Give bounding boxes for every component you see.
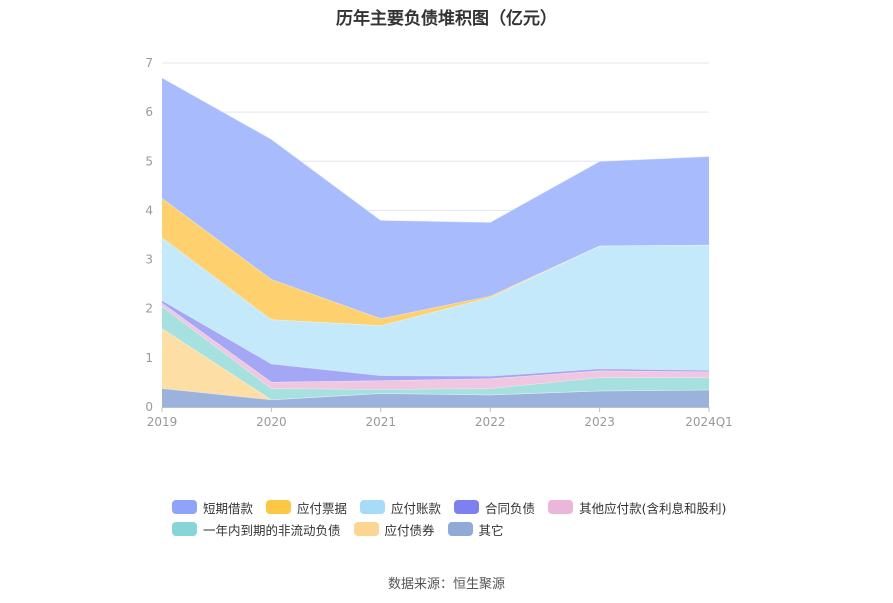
legend-swatch [172, 522, 197, 536]
area-series [161, 77, 710, 407]
legend-item[interactable]: 应付账款 [360, 498, 441, 517]
legend-swatch [360, 500, 386, 514]
legend-label: 其他应付款(含利息和股利) [579, 500, 727, 516]
legend-row: 短期借款 应付票据 应付账款 合同负债 其他应付款(含利息和股利) [172, 496, 792, 518]
x-tick-label: 2020 [256, 415, 287, 429]
legend-label: 短期借款 [203, 500, 254, 516]
legend-item[interactable]: 应付债券 [353, 520, 435, 539]
y-tick-label: 0 [145, 400, 153, 414]
area-series-其它 [162, 388, 709, 407]
area-series-edge [161, 77, 710, 223]
legend-label: 应付债券 [384, 522, 435, 538]
legend-swatch [454, 500, 480, 514]
legend-row: 一年内到期的非流动负债 应付债券 其它 [172, 518, 792, 540]
legend-swatch [353, 522, 379, 536]
area-series-应付债券 [162, 328, 709, 400]
y-tick-label: 1 [145, 351, 153, 365]
legend-item[interactable]: 应付票据 [266, 498, 347, 517]
x-tick-label: 2019 [147, 415, 178, 429]
legend-label: 合同负债 [485, 500, 536, 516]
legend-item[interactable]: 短期借款 [172, 498, 253, 517]
legend-item[interactable]: 合同负债 [454, 498, 535, 517]
legend-label: 应付账款 [391, 500, 442, 516]
legend-swatch [266, 500, 292, 514]
x-tick-label: 2021 [366, 415, 397, 429]
x-tick-label: 2023 [584, 415, 615, 429]
axes: 0 1 2 3 4 5 6 7 2019 2020 2021 2022 2023 2024Q1 [145, 56, 732, 429]
chart-title: 历年主要负债堆积图（亿元） [336, 9, 557, 29]
area-series-应付票据 [162, 198, 709, 326]
x-tick-label: 2022 [475, 415, 506, 429]
area-series-应付账款 [162, 237, 709, 377]
legend-label: 其它 [478, 522, 504, 538]
legend: 短期借款 应付票据 应付账款 合同负债 其他应付款(含利息和股利) 一年内到期的非流动负… [172, 496, 792, 540]
y-tick-label: 7 [145, 56, 153, 70]
legend-swatch [548, 500, 574, 514]
y-tick-label: 6 [145, 105, 153, 119]
legend-item[interactable]: 一年内到期的非流动负债 [172, 520, 341, 539]
legend-item[interactable]: 其它 [447, 520, 504, 539]
x-tick-label: 2024Q1 [685, 415, 733, 429]
source-note: 数据来源：恒生聚源 [387, 577, 505, 592]
y-tick-label: 3 [145, 253, 153, 267]
area-series-短期借款 [162, 77, 709, 319]
legend-swatch [447, 522, 473, 536]
legend-label: 一年内到期的非流动负债 [203, 522, 341, 538]
y-tick-label: 2 [145, 302, 153, 316]
y-tick-label: 4 [145, 203, 153, 217]
legend-swatch [172, 500, 197, 514]
legend-label: 应付票据 [297, 500, 348, 516]
legend-item[interactable]: 其他应付款(含利息和股利) [548, 498, 726, 517]
y-tick-label: 5 [145, 154, 153, 168]
